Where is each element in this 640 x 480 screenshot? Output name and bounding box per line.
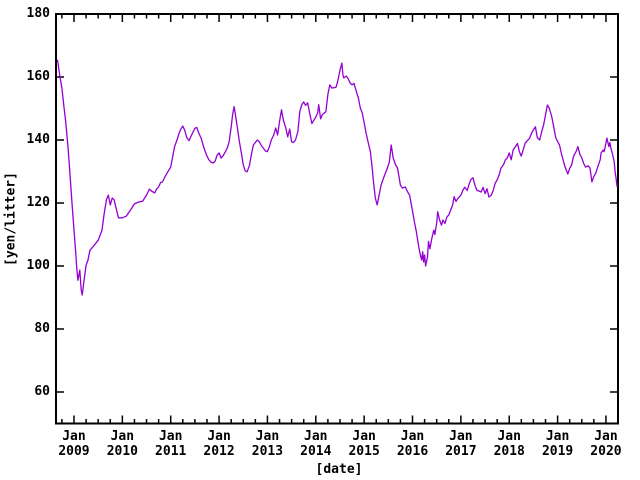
x-tick-label-year: 2020 bbox=[590, 444, 622, 459]
x-tick-label-year: 2017 bbox=[445, 444, 477, 459]
x-tick-label-year: 2011 bbox=[155, 444, 187, 459]
x-tick-label-year: 2015 bbox=[348, 444, 380, 459]
y-tick-label: 60 bbox=[34, 384, 50, 399]
x-tick-label-month: Jan bbox=[158, 429, 183, 444]
x-tick-label-month: Jan bbox=[62, 429, 86, 444]
x-tick-label-month: Jan bbox=[594, 429, 618, 444]
x-axis-title: [date] bbox=[315, 462, 363, 477]
x-tick-label-month: Jan bbox=[545, 429, 570, 444]
x-tick-label-year: 2019 bbox=[541, 444, 574, 459]
y-tick-label: 100 bbox=[26, 258, 50, 273]
x-tick-label-month: Jan bbox=[449, 429, 473, 444]
y-tick-label: 80 bbox=[34, 321, 50, 336]
x-tick-label-year: 2012 bbox=[203, 444, 235, 459]
x-tick-label-month: Jan bbox=[110, 429, 135, 444]
y-tick-label: 120 bbox=[26, 195, 50, 210]
axis-ticks bbox=[56, 13, 618, 424]
y-tick-label: 180 bbox=[26, 6, 50, 21]
x-tick-label-month: Jan bbox=[255, 429, 280, 444]
x-tick-label-month: Jan bbox=[497, 429, 521, 444]
price-line-series bbox=[56, 59, 618, 296]
plot-border bbox=[55, 13, 619, 425]
x-tick-label-year: 2009 bbox=[58, 444, 90, 459]
y-tick-label: 160 bbox=[26, 69, 50, 84]
x-tick-label-year: 2018 bbox=[493, 444, 525, 459]
x-tick-label-year: 2016 bbox=[396, 444, 429, 459]
x-tick-label-month: Jan bbox=[400, 429, 425, 444]
y-tick-label: 140 bbox=[26, 132, 50, 147]
x-tick-label-year: 2013 bbox=[251, 444, 284, 459]
y-axis-title: [yen/litter] bbox=[3, 172, 19, 266]
x-tick-label-year: 2014 bbox=[300, 444, 332, 459]
x-tick-label-month: Jan bbox=[352, 429, 376, 444]
x-tick-label-month: Jan bbox=[207, 429, 231, 444]
x-tick-label-year: 2010 bbox=[106, 444, 138, 459]
x-tick-label-month: Jan bbox=[304, 429, 328, 444]
